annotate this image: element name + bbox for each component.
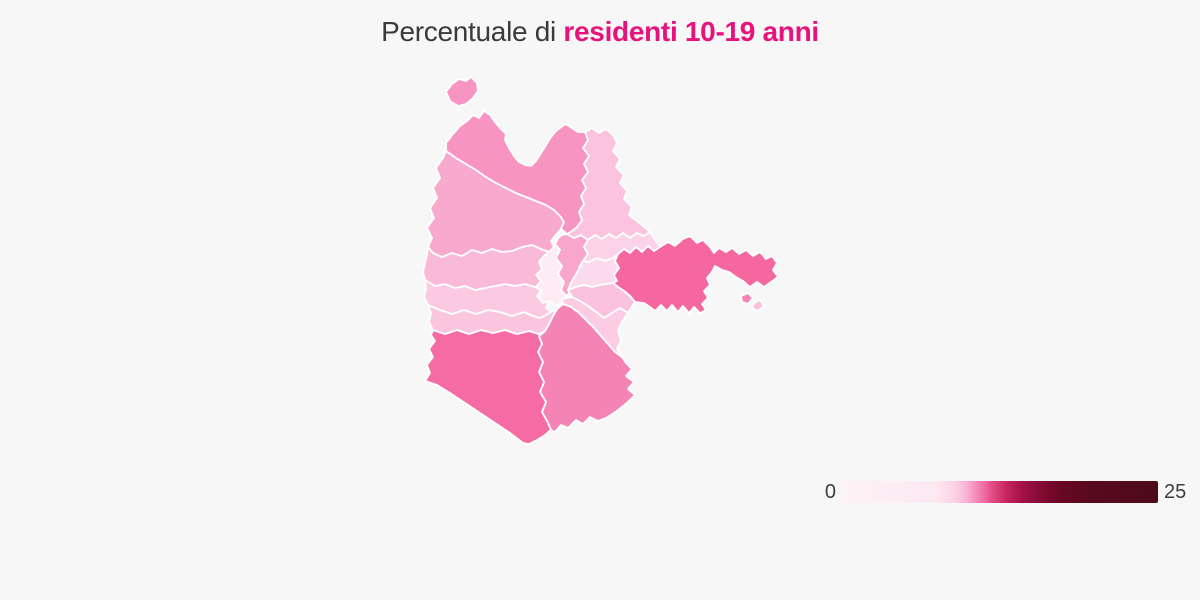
map-region-enclave-fragment-1[interactable]: Municipio IX bbox=[740, 292, 754, 305]
map-region-municipio-xv-exclave[interactable]: Municipio XV bbox=[445, 76, 479, 107]
map-region-municipio-x[interactable]: Municipio X bbox=[424, 329, 552, 445]
legend-min-label: 0 bbox=[824, 481, 836, 503]
map-container: Municipio IMunicipio IIMunicipio IIIMuni… bbox=[418, 68, 786, 452]
map-region-enclave-fragment-2[interactable]: Municipio VII bbox=[751, 299, 765, 312]
chart-title-prefix: Percentuale di bbox=[381, 16, 564, 47]
chart-title: Percentuale di residenti 10-19 anni bbox=[0, 16, 1200, 48]
legend-gradient-bar bbox=[840, 481, 1158, 503]
legend-max-label: 25 bbox=[1164, 481, 1187, 503]
map-region-municipio-xv[interactable]: Municipio XV bbox=[445, 110, 590, 235]
chart-title-highlight: residenti 10-19 anni bbox=[563, 16, 819, 47]
map-region-municipio-vi[interactable]: Municipio VI bbox=[612, 235, 779, 314]
rome-municipalities-map: Municipio IMunicipio IIMunicipio IIIMuni… bbox=[422, 76, 779, 445]
